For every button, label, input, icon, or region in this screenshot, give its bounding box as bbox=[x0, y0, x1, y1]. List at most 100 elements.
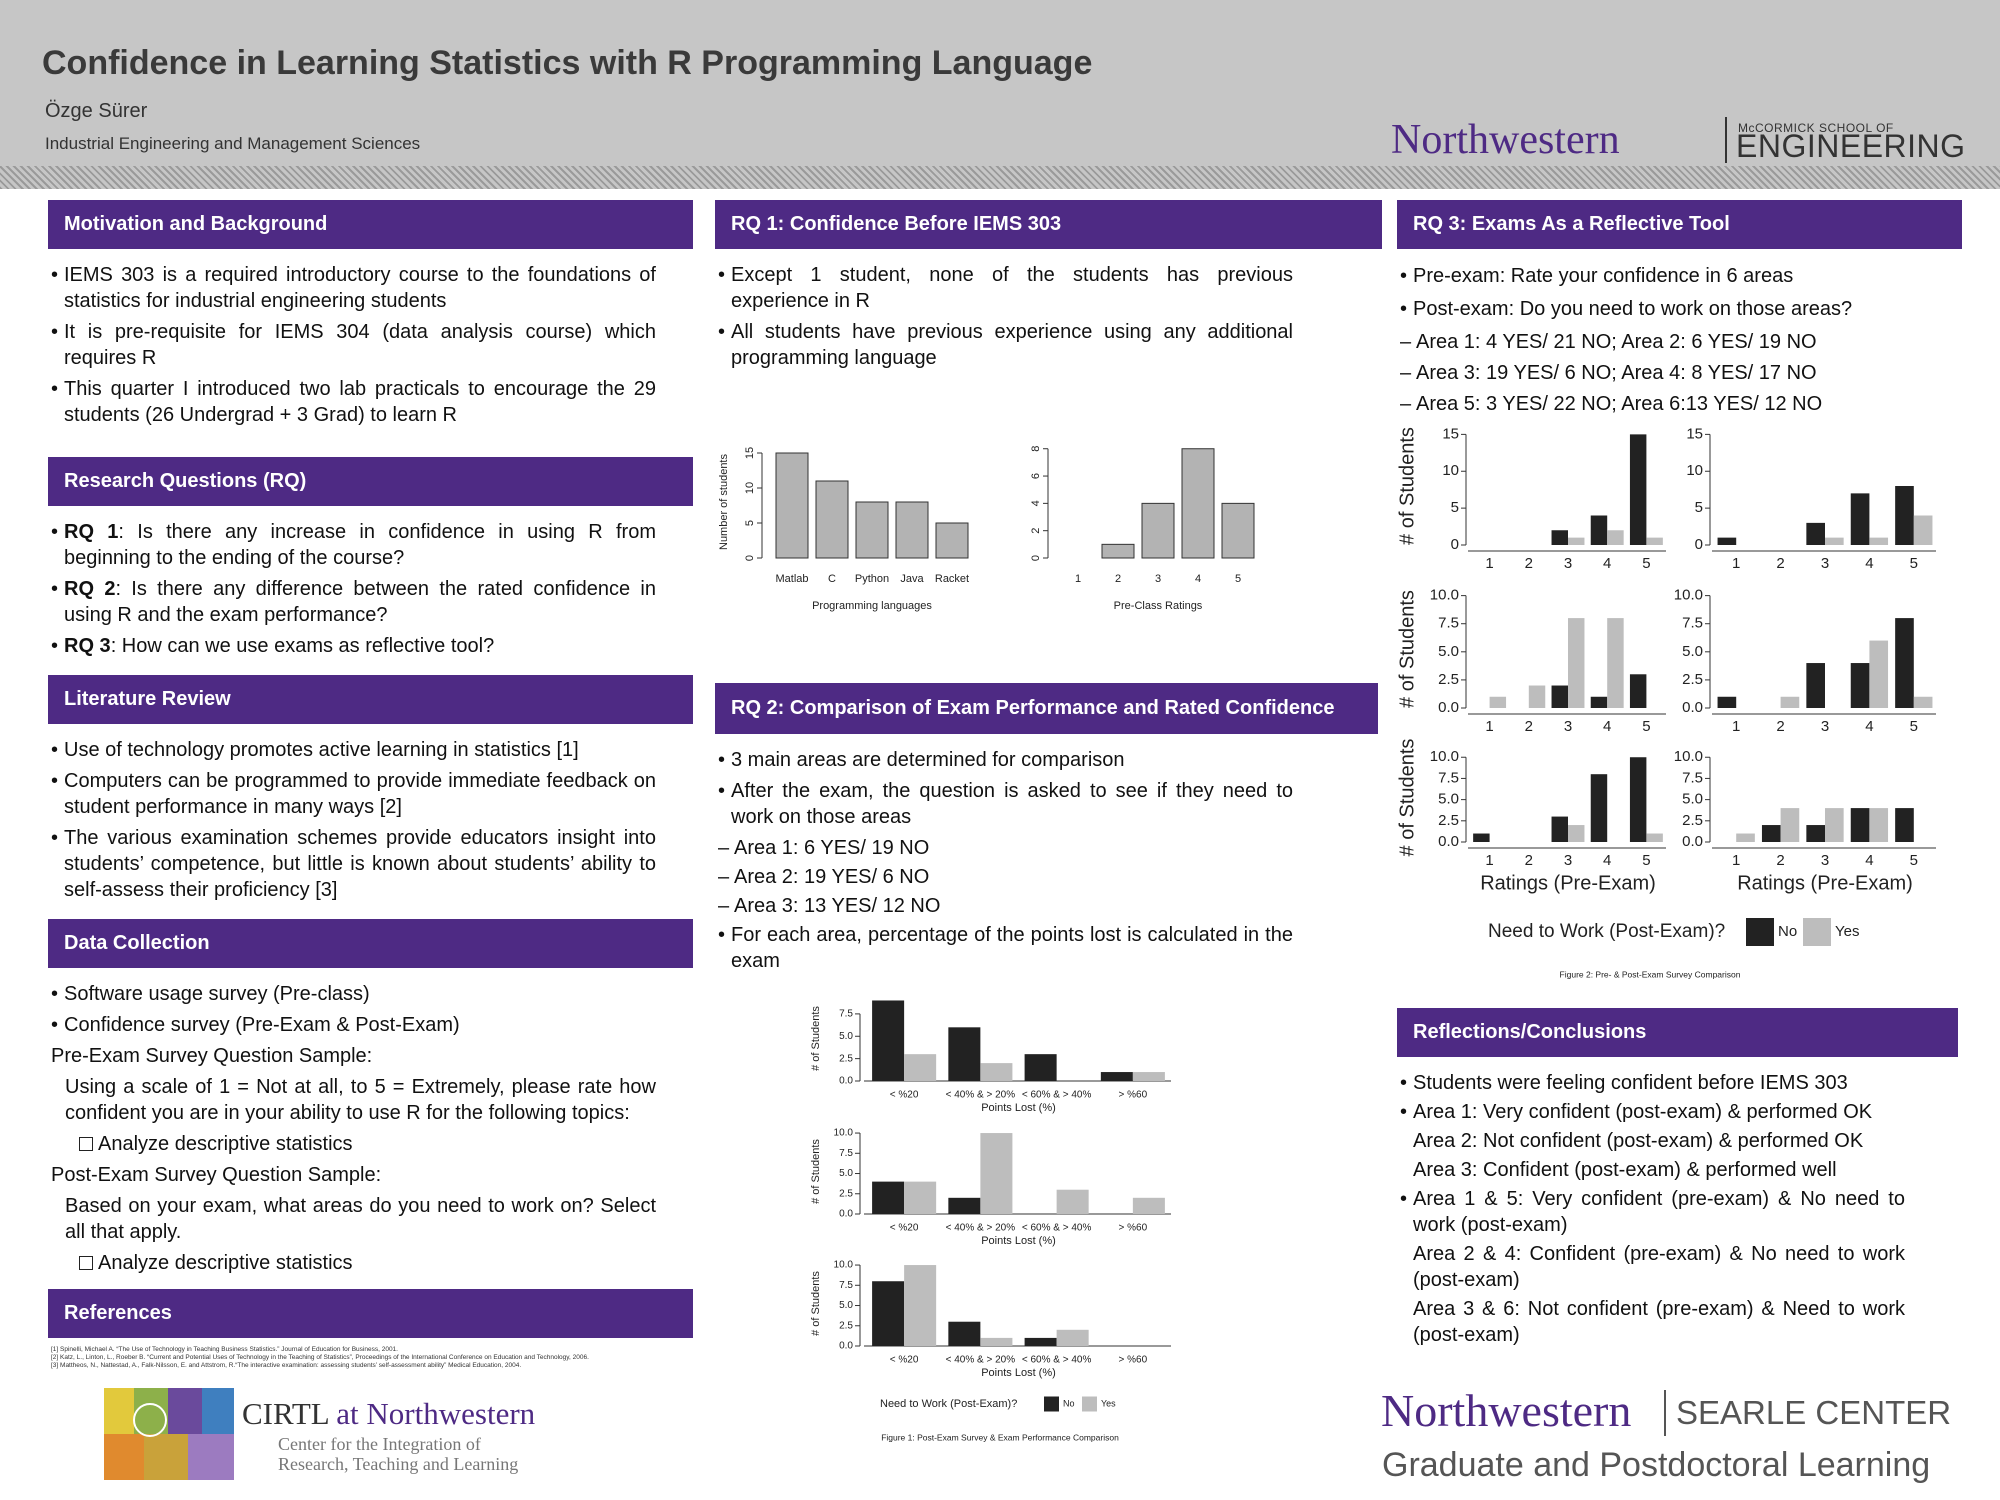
bar bbox=[1568, 537, 1585, 545]
bar bbox=[872, 1000, 905, 1081]
x-axis-label: Points Lost (%) bbox=[981, 1102, 1056, 1114]
y-axis-label: # of Students bbox=[1396, 739, 1418, 857]
y-tick-label: 0.0 bbox=[839, 1341, 853, 1352]
legend-label: No bbox=[1778, 923, 1797, 940]
y-tick-label: 10.0 bbox=[1674, 587, 1703, 604]
x-tick-label: Matlab bbox=[775, 573, 808, 585]
bar bbox=[1806, 825, 1825, 842]
bullet-continuation: Area 3 & 6: Not confident (pre-exam) & N… bbox=[1413, 1298, 1905, 1346]
bullet: Pre-exam: Rate your confidence in 6 area… bbox=[1400, 262, 1940, 290]
x-tick-label: 5 bbox=[1910, 555, 1918, 572]
x-tick-label: 5 bbox=[1910, 718, 1918, 735]
x-tick-label: 5 bbox=[1642, 555, 1650, 572]
bar bbox=[1590, 515, 1608, 545]
bar bbox=[1895, 486, 1914, 545]
bar bbox=[1024, 1337, 1057, 1346]
y-tick-label: 5 bbox=[1451, 499, 1459, 516]
x-tick-label: 3 bbox=[1155, 573, 1161, 585]
x-tick-label: 1 bbox=[1075, 573, 1081, 585]
x-tick-label: Racket bbox=[935, 573, 969, 585]
legend-title: Need to Work (Post-Exam)? bbox=[880, 1398, 1017, 1410]
x-tick-label: 4 bbox=[1865, 555, 1873, 572]
figure-caption: Figure 1: Post-Exam Survey & Exam Perfor… bbox=[881, 1432, 1119, 1442]
cirtl-acronym: CIRTL bbox=[242, 1396, 329, 1431]
bar bbox=[775, 452, 809, 559]
bar bbox=[1646, 537, 1663, 545]
cirtl-line: Center for the Integration of bbox=[278, 1434, 481, 1454]
section-body: Except 1 student, none of the students h… bbox=[718, 262, 1293, 376]
y-tick-label: 0.0 bbox=[1438, 833, 1459, 850]
section-body: Pre-exam: Rate your confidence in 6 area… bbox=[1400, 262, 1940, 421]
legend-swatch bbox=[1746, 918, 1774, 946]
section-header: Motivation and Background bbox=[48, 200, 693, 249]
searle-name: Northwestern bbox=[1381, 1385, 1632, 1436]
x-tick-label: 1 bbox=[1485, 852, 1493, 869]
bar bbox=[872, 1281, 905, 1346]
bullet: RQ 1: Is there any increase in confidenc… bbox=[51, 519, 656, 571]
figure-caption: Figure 2: Pre- & Post-Exam Survey Compar… bbox=[1560, 969, 1741, 979]
y-tick-label: 10.0 bbox=[834, 1128, 854, 1139]
bullet: This quarter I introduced two lab practi… bbox=[51, 376, 656, 428]
bar bbox=[1568, 618, 1585, 708]
x-tick-label: 2 bbox=[1776, 852, 1784, 869]
legend-title: Need to Work (Post-Exam)? bbox=[1488, 921, 1725, 942]
legend-swatch bbox=[1044, 1396, 1059, 1412]
x-tick-label: 5 bbox=[1235, 573, 1241, 585]
bar bbox=[1869, 808, 1889, 842]
bullet: Confidence survey (Pre-Exam & Post-Exam) bbox=[51, 1012, 656, 1038]
x-tick-label: < %20 bbox=[890, 1355, 919, 1366]
bullet: Students were feeling confident before I… bbox=[1400, 1070, 1905, 1096]
y-tick-label: 10.0 bbox=[1430, 587, 1459, 604]
y-tick-label: 7.5 bbox=[1682, 769, 1703, 786]
reference: [3] Mattheos, N., Nattestad, A., Falk-Ni… bbox=[51, 1362, 522, 1369]
survey-heading: Pre-Exam Survey Question Sample: bbox=[51, 1045, 373, 1067]
bar bbox=[1913, 696, 1933, 708]
bar bbox=[1869, 537, 1889, 545]
bar bbox=[1825, 537, 1844, 545]
logo-shape bbox=[104, 1388, 134, 1434]
bullet: RQ 3: How can we use exams as reflective… bbox=[51, 633, 656, 659]
y-tick-label: 4 bbox=[1030, 500, 1042, 506]
logo-name: Northwestern bbox=[1391, 117, 1620, 163]
bullet: Post-exam: Do you need to work on those … bbox=[1400, 295, 1940, 323]
sub-item: Area 1: 4 YES/ 21 NO; Area 2: 6 YES/ 19 … bbox=[1400, 328, 1940, 356]
legend-swatch bbox=[1803, 918, 1831, 946]
x-tick-label: < 60% & > 40% bbox=[1022, 1090, 1092, 1101]
y-tick-label: 0.0 bbox=[839, 1076, 853, 1087]
section-body: Students were feeling confident before I… bbox=[1400, 1070, 1905, 1351]
bar bbox=[1590, 774, 1608, 842]
cirtl-suffix: at Northwestern bbox=[336, 1396, 536, 1431]
header-stripes bbox=[0, 166, 2000, 189]
section-body: Use of technology promotes active learni… bbox=[51, 737, 656, 908]
searle-divider bbox=[1664, 1390, 1666, 1436]
bar bbox=[1850, 493, 1870, 545]
bar bbox=[1825, 808, 1844, 842]
section-header: Reflections/Conclusions bbox=[1397, 1008, 1958, 1057]
y-tick-label: 8 bbox=[1030, 446, 1042, 452]
legend-swatch bbox=[1082, 1396, 1097, 1412]
bar bbox=[935, 522, 969, 559]
x-tick-label: 2 bbox=[1525, 718, 1533, 735]
x-axis-label: Ratings (Pre-Exam) bbox=[1480, 872, 1656, 894]
bar bbox=[815, 480, 849, 559]
x-tick-label: 1 bbox=[1732, 718, 1740, 735]
bullet-text: : Is there any difference between the ra… bbox=[64, 578, 656, 626]
legend-label: Yes bbox=[1101, 1398, 1116, 1408]
x-tick-label: < 60% & > 40% bbox=[1022, 1223, 1092, 1234]
y-tick-label: 2.5 bbox=[1682, 812, 1703, 829]
bar bbox=[1629, 434, 1647, 545]
bullet: Software usage survey (Pre-class) bbox=[51, 981, 656, 1007]
bullet: RQ 2: Is there any difference between th… bbox=[51, 576, 656, 628]
bar bbox=[1590, 696, 1608, 708]
x-tick-label: < 40% & > 20% bbox=[946, 1223, 1016, 1234]
bar bbox=[1489, 696, 1507, 708]
bar bbox=[904, 1265, 937, 1346]
section-header: Literature Review bbox=[48, 675, 693, 724]
bullet: Use of technology promotes active learni… bbox=[51, 737, 656, 763]
bullet-continuation: Area 2 & 4: Confident (pre-exam) & No ne… bbox=[1413, 1243, 1905, 1291]
logo-shape bbox=[168, 1388, 202, 1434]
survey-question: Using a scale of 1 = Not at all, to 5 = … bbox=[65, 1076, 656, 1124]
bar bbox=[1806, 663, 1825, 708]
logo-shape bbox=[104, 1434, 144, 1480]
bullet-continuation: Area 2: Not confident (post-exam) & perf… bbox=[1413, 1130, 1864, 1152]
